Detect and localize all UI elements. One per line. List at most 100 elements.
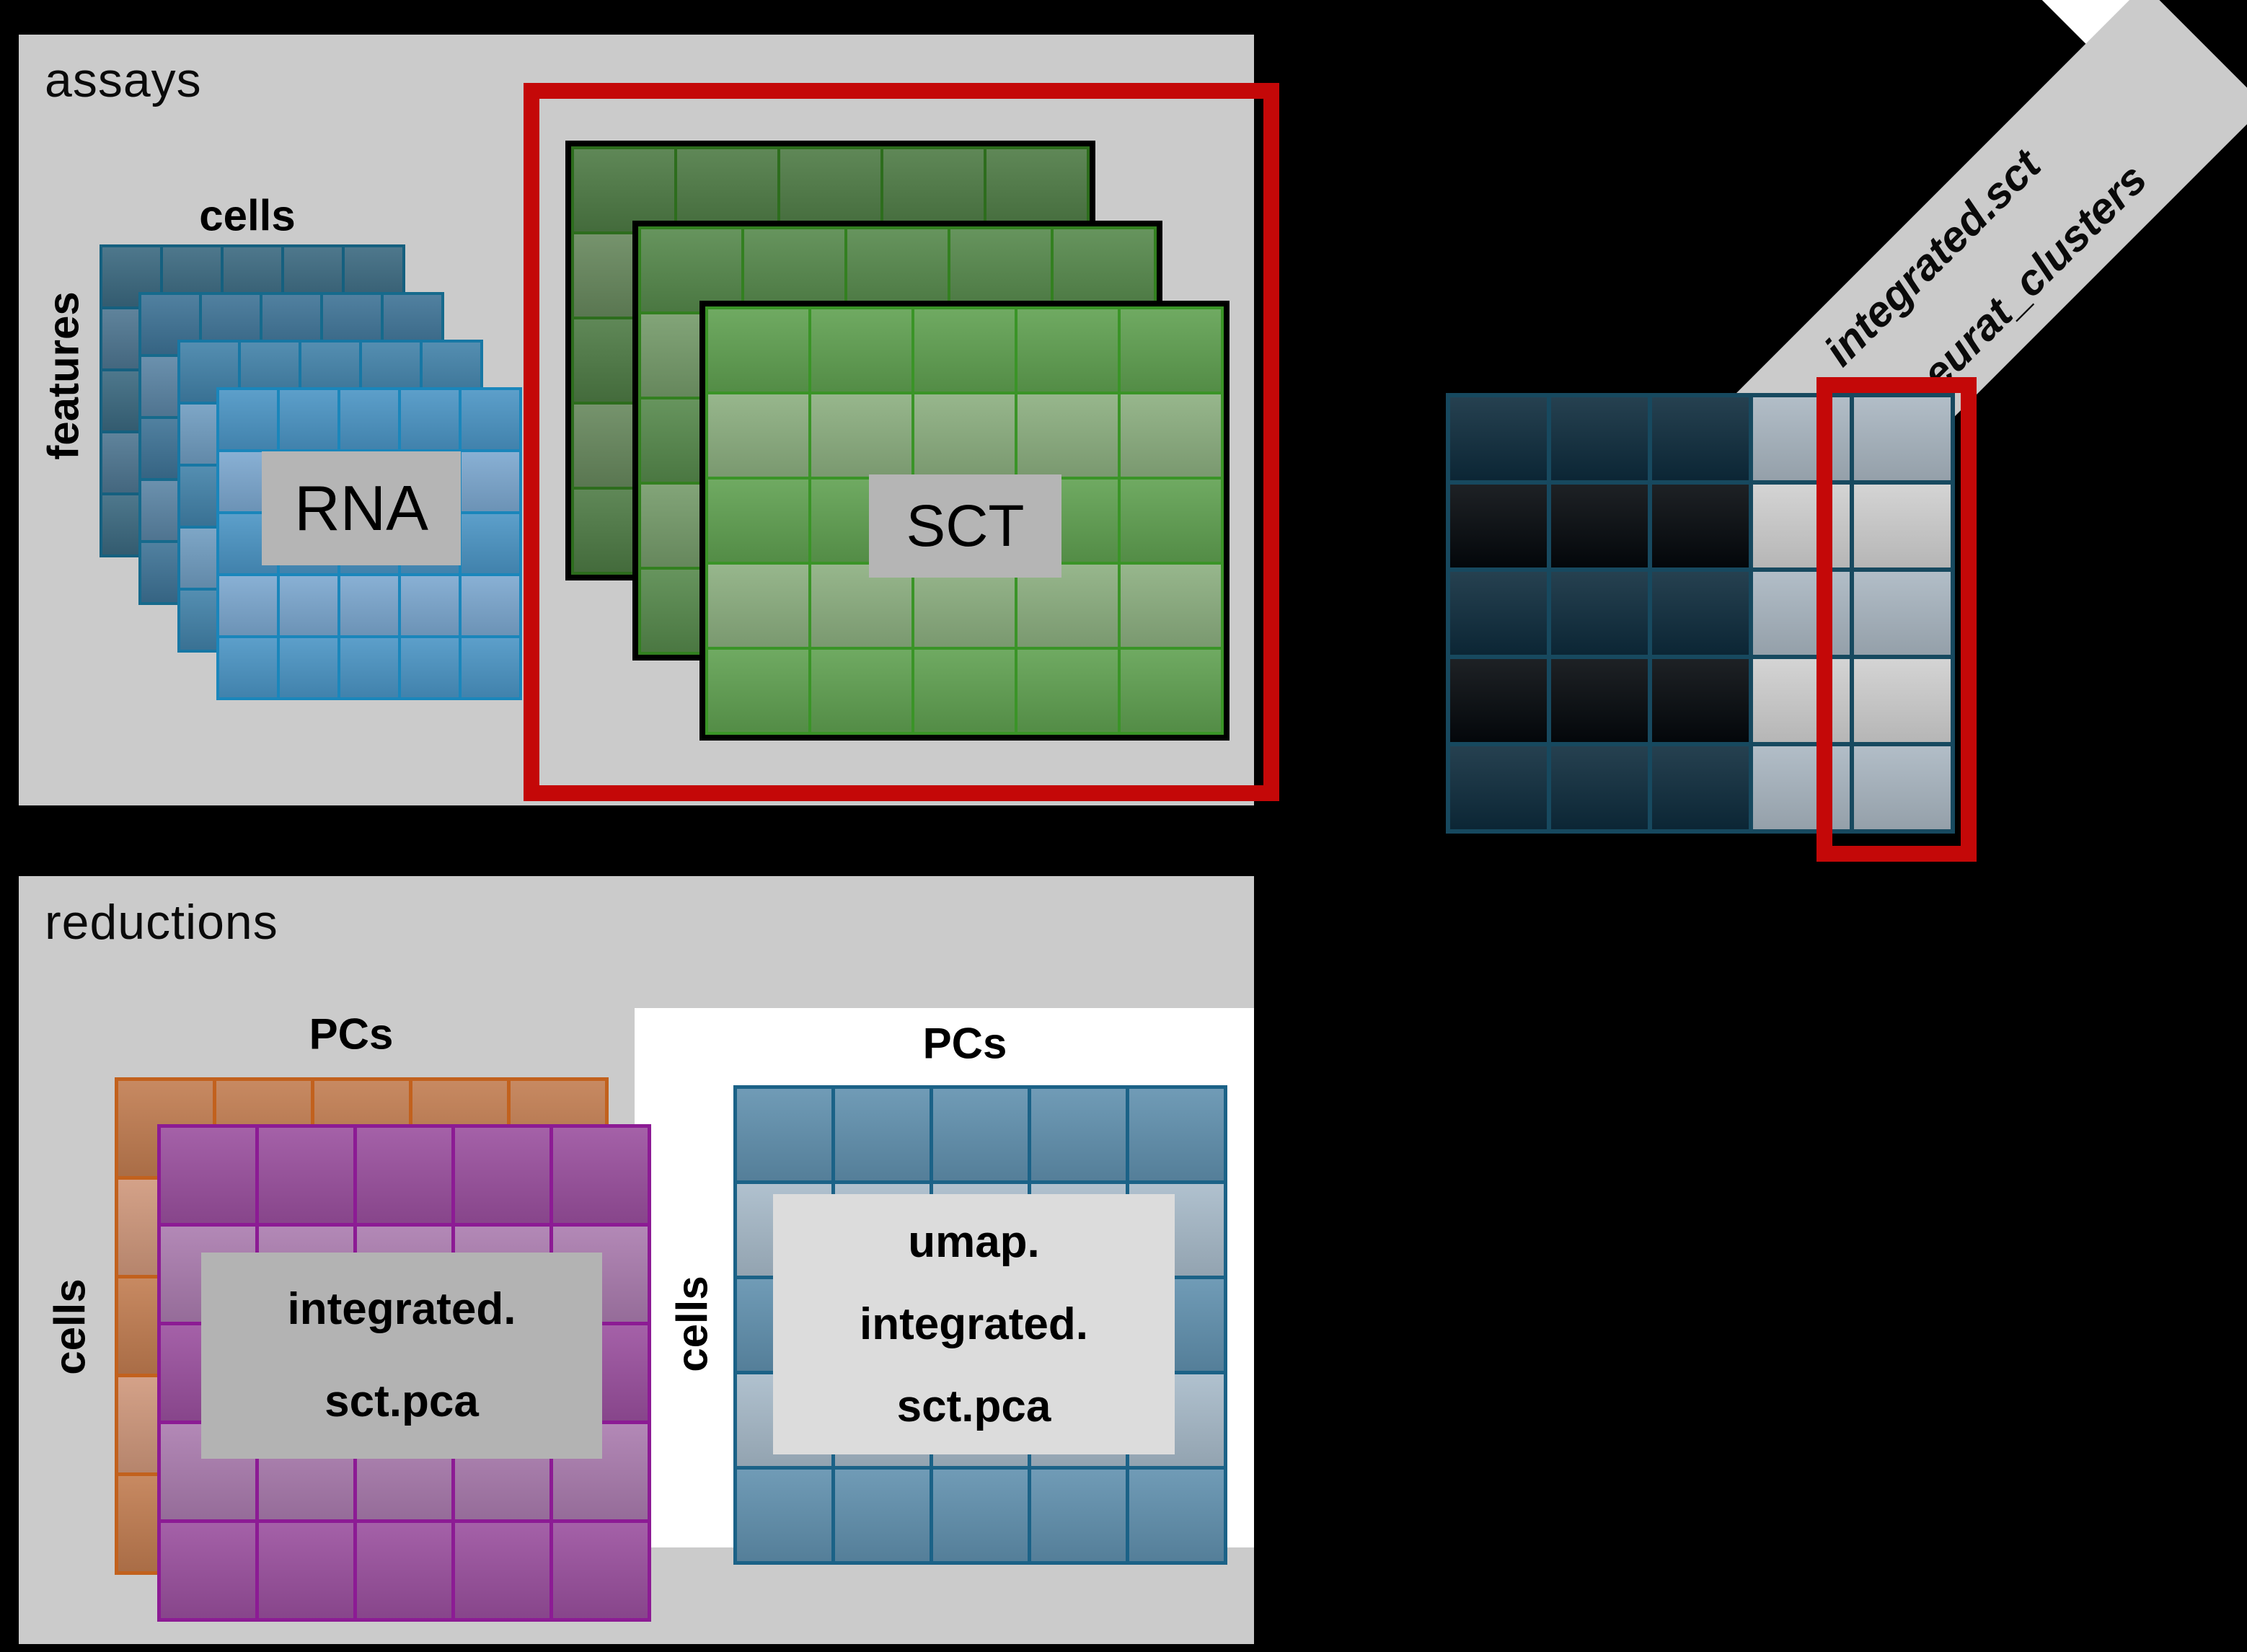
matrix-cell — [744, 229, 844, 312]
matrix-cell — [847, 229, 948, 312]
matrix-cell — [401, 576, 459, 635]
matrix-cell — [357, 1128, 451, 1223]
pca-pcs-axis-label: PCs — [309, 1010, 394, 1059]
matrix-cell — [737, 1089, 831, 1180]
matrix-cell — [914, 565, 1015, 647]
matrix-cell — [401, 638, 459, 697]
matrix-cell — [280, 390, 337, 449]
assays-panel-title: assays — [45, 53, 202, 107]
reductions-panel-title: reductions — [45, 895, 278, 950]
matrix-cell — [933, 1089, 1028, 1180]
matrix-cell — [780, 149, 880, 231]
integrated-sct-pca-label-line2: sct.pca — [325, 1377, 479, 1426]
umap-integrated-sct-pca-label-box: umap. integrated. sct.pca — [773, 1194, 1175, 1454]
umap-label-line3: sct.pca — [896, 1381, 1051, 1431]
matrix-cell — [1551, 485, 1648, 567]
matrix-cell — [1854, 746, 1951, 829]
seurat-clusters-column-highlight — [1816, 377, 1977, 862]
matrix-cell — [641, 229, 741, 312]
matrix-cell — [1854, 572, 1951, 655]
matrix-cell — [259, 1128, 353, 1223]
matrix-cell — [811, 650, 911, 732]
matrix-cell — [1753, 485, 1850, 567]
matrix-cell — [1121, 309, 1221, 392]
rna-cells-axis-label: cells — [199, 191, 296, 240]
matrix-cell — [462, 638, 519, 697]
matrix-cell — [1129, 1089, 1224, 1180]
matrix-cell — [161, 1523, 255, 1618]
matrix-cell — [340, 638, 398, 697]
rna-assay-label-box: RNA — [262, 451, 461, 565]
matrix-cell — [1450, 659, 1547, 742]
matrix-cell — [1753, 397, 1850, 480]
matrix-cell — [1652, 659, 1749, 742]
matrix-cell — [835, 1089, 930, 1180]
matrix-cell — [933, 1470, 1028, 1561]
matrix-cell — [1031, 1470, 1126, 1561]
sct-assay-highlight-frame — [524, 83, 1279, 801]
metadata-matrix — [1446, 393, 1955, 834]
matrix-cell — [219, 576, 277, 635]
sct-assay-label-box: SCT — [869, 474, 1061, 578]
integrated-sct-pca-label-line1: integrated. — [287, 1284, 516, 1334]
matrix-cell — [986, 149, 1087, 231]
matrix-cell — [708, 565, 808, 647]
matrix-cell — [1450, 485, 1547, 567]
matrix-cell — [357, 1523, 451, 1618]
umap-label-line2: integrated. — [860, 1299, 1088, 1349]
matrix-cell — [462, 514, 519, 573]
matrix-cell — [1017, 394, 1118, 477]
matrix-cell — [219, 390, 277, 449]
matrix-cell — [811, 565, 911, 647]
rna-features-axis-label: features — [39, 291, 88, 460]
matrix-cell — [219, 638, 277, 697]
matrix-cell — [1753, 659, 1850, 742]
matrix-cell — [1652, 485, 1749, 567]
matrix-cell — [1753, 572, 1850, 655]
matrix-cell — [1551, 746, 1648, 829]
matrix-cell — [401, 390, 459, 449]
matrix-cell — [1121, 650, 1221, 732]
matrix-cell — [1017, 309, 1118, 392]
matrix-cell — [1551, 659, 1648, 742]
matrix-cell — [1854, 485, 1951, 567]
matrix-cell — [161, 1128, 255, 1223]
matrix-cell — [280, 576, 337, 635]
umap-pcs-axis-label: PCs — [922, 1019, 1007, 1068]
matrix-cell — [1031, 1089, 1126, 1180]
matrix-cell — [259, 1523, 353, 1618]
matrix-cell — [1017, 565, 1118, 647]
matrix-cell — [553, 1128, 648, 1223]
matrix-cell — [455, 1128, 549, 1223]
matrix-cell — [1854, 659, 1951, 742]
matrix-cell — [883, 149, 984, 231]
matrix-cell — [455, 1523, 549, 1618]
integrated-sct-pca-label-box: integrated. sct.pca — [201, 1253, 602, 1459]
matrix-cell — [1450, 572, 1547, 655]
rna-assay-label: RNA — [294, 472, 428, 544]
matrix-cell — [1450, 397, 1547, 480]
matrix-cell — [1017, 650, 1118, 732]
matrix-cell — [914, 309, 1015, 392]
matrix-cell — [708, 480, 808, 562]
matrix-cell — [1121, 565, 1221, 647]
matrix-cell — [462, 390, 519, 449]
umap-label-line1: umap. — [908, 1216, 1040, 1267]
sct-assay-label: SCT — [906, 492, 1025, 559]
pca-cells-axis-label: cells — [45, 1278, 94, 1375]
matrix-cell — [811, 309, 911, 392]
matrix-cell — [553, 1523, 648, 1618]
matrix-cell — [462, 576, 519, 635]
matrix-cell — [1054, 229, 1154, 312]
matrix-cell — [1652, 746, 1749, 829]
matrix-cell — [1652, 397, 1749, 480]
matrix-cell — [950, 229, 1051, 312]
matrix-cell — [708, 394, 808, 477]
matrix-cell — [1854, 397, 1951, 480]
matrix-cell — [914, 650, 1015, 732]
matrix-cell — [708, 650, 808, 732]
matrix-cell — [1121, 394, 1221, 477]
matrix-cell — [340, 576, 398, 635]
matrix-cell — [1450, 746, 1547, 829]
matrix-cell — [1652, 572, 1749, 655]
